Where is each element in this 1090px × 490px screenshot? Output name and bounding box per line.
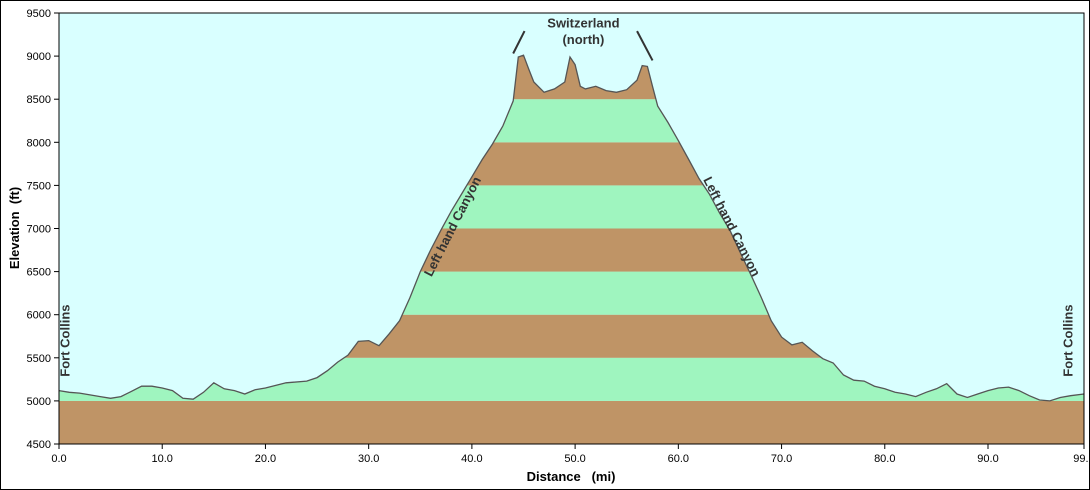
x-tick-label: 10.0 (152, 453, 173, 465)
annotation-fort-collins-right: Fort Collins (1061, 304, 1076, 376)
x-tick-label: 70.0 (771, 453, 792, 465)
y-tick-label: 9000 (27, 51, 51, 63)
elevation-band (59, 400, 1084, 444)
x-tick-label: 60.0 (668, 453, 689, 465)
x-tick-label: 40.0 (461, 453, 482, 465)
annotation-leader (636, 30, 654, 61)
y-tick-label: 6000 (27, 310, 51, 322)
x-tick-label: 80.0 (874, 453, 895, 465)
y-tick-label: 5500 (27, 353, 51, 365)
y-axis-title: Elevation (ft) (7, 187, 22, 269)
y-tick-label: 7000 (27, 224, 51, 236)
annotation-switzerland-line2: (north) (562, 32, 604, 47)
x-tick-label: 99.3 (1073, 453, 1090, 465)
x-tick-label: 20.0 (255, 453, 276, 465)
elevation-profile-line (58, 54, 1085, 402)
annotation-switzerland-line1: Switzerland (547, 16, 619, 31)
y-tick-label: 4500 (27, 439, 51, 451)
annotation-leaders (512, 30, 654, 61)
x-axis-title: Distance (mi) (527, 469, 616, 484)
y-tick-label: 5000 (27, 396, 51, 408)
x-tick-label: 90.0 (977, 453, 998, 465)
y-axis-ticks: 4500 5000 5500 6000 6500 7000 7500 8000 8500 9000… (27, 8, 59, 451)
x-tick-label: 50.0 (564, 453, 585, 465)
y-tick-label: 8000 (27, 137, 51, 149)
annotation-leader (512, 30, 526, 54)
x-tick-label: 0.0 (51, 453, 66, 465)
x-tick-label: 30.0 (358, 453, 379, 465)
y-tick-label: 8500 (27, 94, 51, 106)
annotation-fort-collins-left: Fort Collins (57, 304, 72, 376)
y-tick-label: 7500 (27, 180, 51, 192)
y-tick-label: 9500 (27, 8, 51, 20)
x-axis-ticks: 0.0 10.0 20.0 30.0 40.0 50.0 60.0 70.0 80.0 90.0 9… (51, 444, 1090, 465)
y-tick-label: 6500 (27, 267, 51, 279)
